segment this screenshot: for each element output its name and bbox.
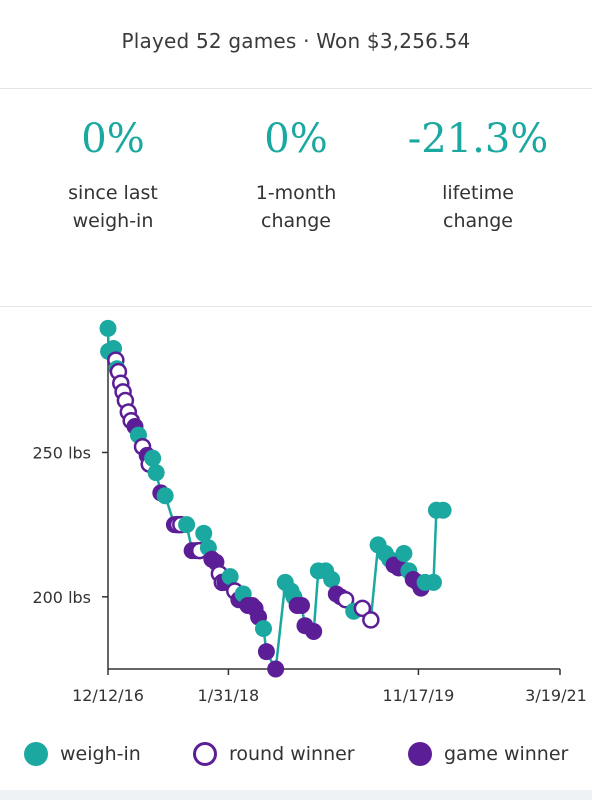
legend-item-game-winner: game winner <box>408 742 568 766</box>
round-winner-point <box>353 599 372 618</box>
round-winner-ring-icon <box>193 742 217 766</box>
weigh-in-point <box>147 464 165 482</box>
stat-label: lifetime change <box>383 179 573 235</box>
game-winner-point <box>293 596 311 614</box>
round-winner-point <box>362 611 380 629</box>
weigh-in-point <box>156 487 174 505</box>
stats-panel: 0% since last weigh-in 0% 1-month change… <box>0 89 592 307</box>
game-winner-dot-icon <box>408 742 432 766</box>
game-winner-point <box>305 622 323 640</box>
stat-value: 0% <box>81 116 145 162</box>
legend-label: weigh-in <box>60 743 141 765</box>
game-winner-point <box>267 660 285 678</box>
stat-value: -21.3% <box>407 116 549 162</box>
legend-label: game winner <box>444 743 569 765</box>
y-tick-label: 200 lbs <box>32 588 91 607</box>
stat-label-line: change <box>443 210 513 232</box>
weigh-in-point <box>221 568 239 586</box>
footer-strip <box>0 790 592 800</box>
stat-label-line: 1-month <box>255 182 337 204</box>
x-tick-label: 3/19/21 <box>525 686 587 705</box>
chart-legend: weigh-in round winner game winner <box>0 728 592 782</box>
stat-label-line: change <box>261 210 331 232</box>
weigh-in-point <box>434 501 452 519</box>
stat-label: 1-month change <box>201 179 391 235</box>
legend-label: round winner <box>229 743 355 765</box>
weigh-in-point <box>195 524 213 542</box>
weigh-in-point <box>323 571 341 589</box>
legend-item-weigh-in: weigh-in <box>24 742 141 766</box>
weigh-in-point <box>395 545 413 563</box>
stat-label-line: weigh-in <box>72 210 154 232</box>
x-tick-label: 1/31/18 <box>198 686 260 705</box>
stat-lifetime-change: -21.3% lifetime change <box>383 111 573 235</box>
stat-value: 0% <box>264 116 328 162</box>
weigh-in-point <box>144 449 162 467</box>
game-winner-point <box>257 643 275 661</box>
stat-label-line: since last <box>68 182 158 204</box>
weigh-in-point <box>99 319 117 337</box>
weight-chart: 200 lbs 250 lbs 12/12/16 1/31/18 11/17/19 3/1… <box>32 319 587 705</box>
legend-item-round-winner: round winner <box>193 742 355 766</box>
weigh-in-point <box>255 620 273 638</box>
stat-since-last-weigh-in: 0% since last weigh-in <box>18 111 208 235</box>
x-tick-label: 11/17/19 <box>382 686 454 705</box>
stat-label: since last weigh-in <box>18 179 208 235</box>
weigh-in-dot-icon <box>24 742 48 766</box>
games-summary-text: Played 52 games · Won $3,256.54 <box>121 29 471 53</box>
stat-label-line: lifetime <box>442 182 514 204</box>
weigh-in-point <box>178 516 196 534</box>
round-winner-point <box>336 590 355 609</box>
y-tick-label: 250 lbs <box>32 443 91 462</box>
games-summary-bar: Played 52 games · Won $3,256.54 <box>0 0 592 89</box>
stat-one-month-change: 0% 1-month change <box>201 111 391 235</box>
weigh-in-point <box>425 573 443 591</box>
x-tick-label: 12/12/16 <box>72 686 144 705</box>
